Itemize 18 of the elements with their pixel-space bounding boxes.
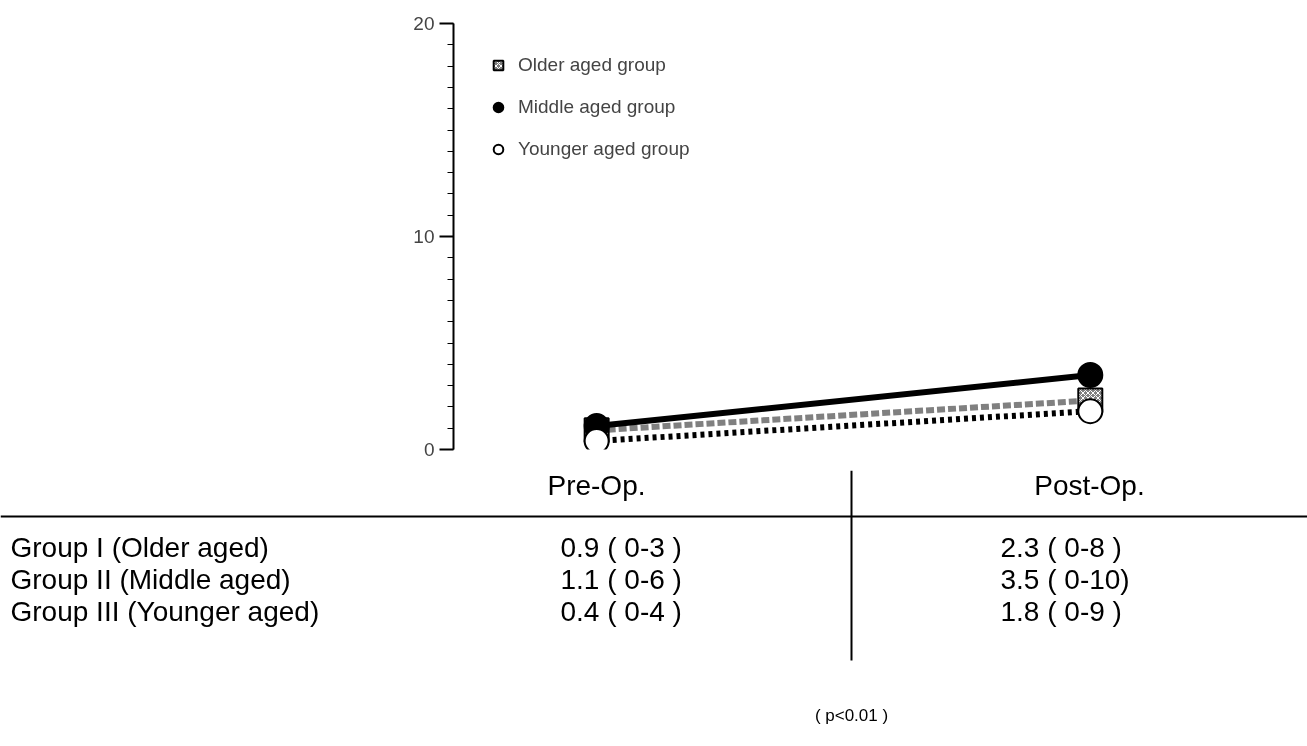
legend-label: Middle aged group (518, 96, 676, 118)
x-tick-label: Post-Op. (1034, 470, 1145, 501)
data-label: 1.1 ( 0-6 ) (560, 564, 682, 595)
legend-label: Older aged group (518, 54, 666, 76)
data-label: 0.9 ( 0-3 ) (560, 532, 682, 563)
data-label: 1.8 ( 0-9 ) (1000, 596, 1122, 627)
text: Group I (Older aged) (10, 532, 269, 563)
text: Group II (Middle aged) (10, 564, 291, 595)
legend-label: Younger aged group (518, 138, 690, 160)
x-tick-label: Pre-Op. (547, 470, 646, 501)
data-label: 0.4 ( 0-4 ) (560, 596, 682, 627)
data-label: 2.3 ( 0-8 ) (1000, 532, 1122, 563)
text: Group III (Younger aged) (10, 596, 320, 627)
y-tick-label: 10 (413, 226, 435, 247)
text: ( p<0.01 ) (814, 706, 889, 725)
y-tick-label: 0 (423, 439, 435, 460)
data-label: 3.5 ( 0-10) (1000, 564, 1130, 595)
y-tick-label: 20 (413, 13, 435, 34)
